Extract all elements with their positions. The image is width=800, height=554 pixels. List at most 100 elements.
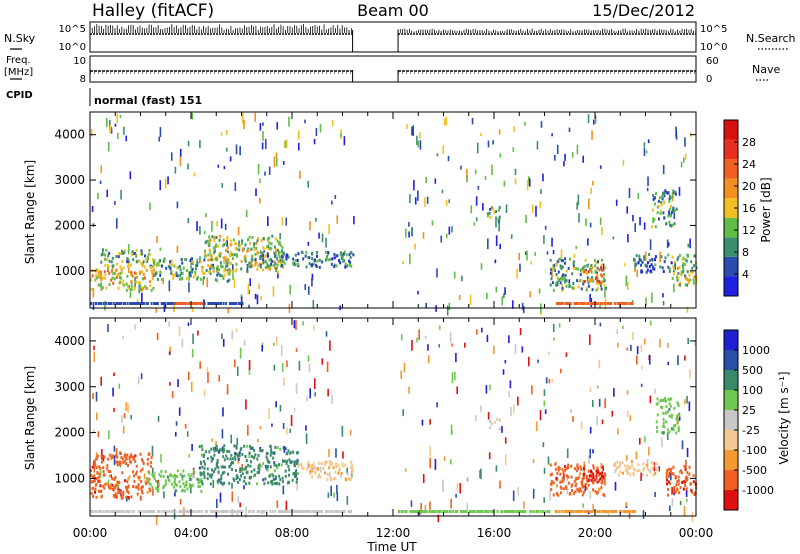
ground-scatter-cell [274,510,277,513]
echo-cell [127,477,130,481]
colorbar-segment [724,120,738,140]
echo-cell [192,333,194,344]
ground-scatter-cell [302,510,305,513]
echo-cell [604,286,606,298]
echo-cell [279,258,282,262]
echo-cell [273,342,275,346]
echo-cell [494,259,497,264]
echo-cell [132,470,135,474]
ground-scatter-cell [308,510,311,513]
ground-scatter-cell [201,510,204,513]
echo-cell [681,257,684,261]
echo-cell [211,235,214,239]
echo-cell [575,245,578,249]
echo-cell [259,197,261,204]
echo-cell [170,259,173,263]
echo-cell [141,264,144,268]
echo-cell [282,446,285,450]
echo-cell [642,468,645,472]
echo-cell [109,474,112,478]
ground-scatter-cell [153,510,156,513]
echo-cell [267,267,270,271]
echo-cell [308,363,311,373]
echo-cell [203,272,206,276]
echo-cell [162,277,164,285]
echo-cell [562,487,565,491]
echo-cell [268,247,271,251]
echo-cell [274,237,277,241]
echo-cell [418,329,420,341]
ground-scatter-cell [600,302,603,305]
echo-cell [693,264,696,268]
echo-cell [243,255,246,259]
echo-cell [272,451,275,455]
echo-cell [578,279,581,283]
echo-cell [135,253,138,257]
ground-scatter-cell [238,302,241,305]
echo-cell [658,196,661,200]
echo-cell [673,485,676,489]
echo-cell [442,479,444,486]
echo-cell [219,492,222,503]
echo-cell [196,261,199,265]
echo-cell [656,429,659,433]
echo-cell [188,483,191,487]
echo-cell [564,465,567,469]
echo-cell [564,273,567,277]
echo-cell [287,449,290,453]
echo-cell [103,455,106,459]
echo-cell [450,424,453,434]
echo-cell [193,470,196,474]
echo-cell [133,474,136,478]
echo-cell [318,265,321,269]
echo-cell [139,252,142,256]
date-title: 15/Dec/2012 [592,1,695,20]
echo-cell [187,163,189,170]
echo-cell [527,176,530,186]
echo-cell [307,355,310,362]
echo-cell [584,482,587,486]
ground-scatter-cell [184,510,187,513]
echo-cell [563,161,565,167]
echo-cell [579,487,582,491]
echo-cell [645,463,648,467]
echo-cell [667,487,670,491]
echo-cell [168,280,171,292]
echo-cell [208,270,211,274]
echo-cell [465,168,468,179]
echo-cell [549,258,552,262]
echo-cell [260,253,263,257]
echo-cell [186,431,189,437]
echo-cell [151,467,154,477]
echo-cell [426,196,429,204]
echo-cell [592,474,595,478]
ground-scatter-cell [240,302,243,305]
echo-cell [106,257,109,261]
echo-cell [206,467,209,471]
echo-cell [677,355,679,366]
echo-cell [226,384,229,395]
echo-cell [146,457,149,461]
echo-cell [589,426,592,434]
ground-scatter-cell [565,510,568,513]
echo-cell [259,178,261,183]
ground-scatter-cell [187,302,190,305]
echo-cell [316,259,319,263]
echo-cell [168,321,170,327]
echo-cell [273,260,276,264]
echo-cell [313,378,316,389]
echo-cell [640,344,643,352]
echo-cell [234,468,237,472]
echo-cell [152,286,155,290]
echo-cell [425,176,427,184]
echo-cell [551,267,553,278]
echo-cell [480,405,482,412]
echo-cell [598,282,601,286]
echo-cell [488,211,491,215]
x-axis-label: Time UT [366,540,417,554]
echo-cell [183,474,186,478]
echo-cell [133,479,136,483]
echo-cell [565,279,568,283]
ground-scatter-cell [400,510,403,513]
echo-cell [116,132,119,140]
